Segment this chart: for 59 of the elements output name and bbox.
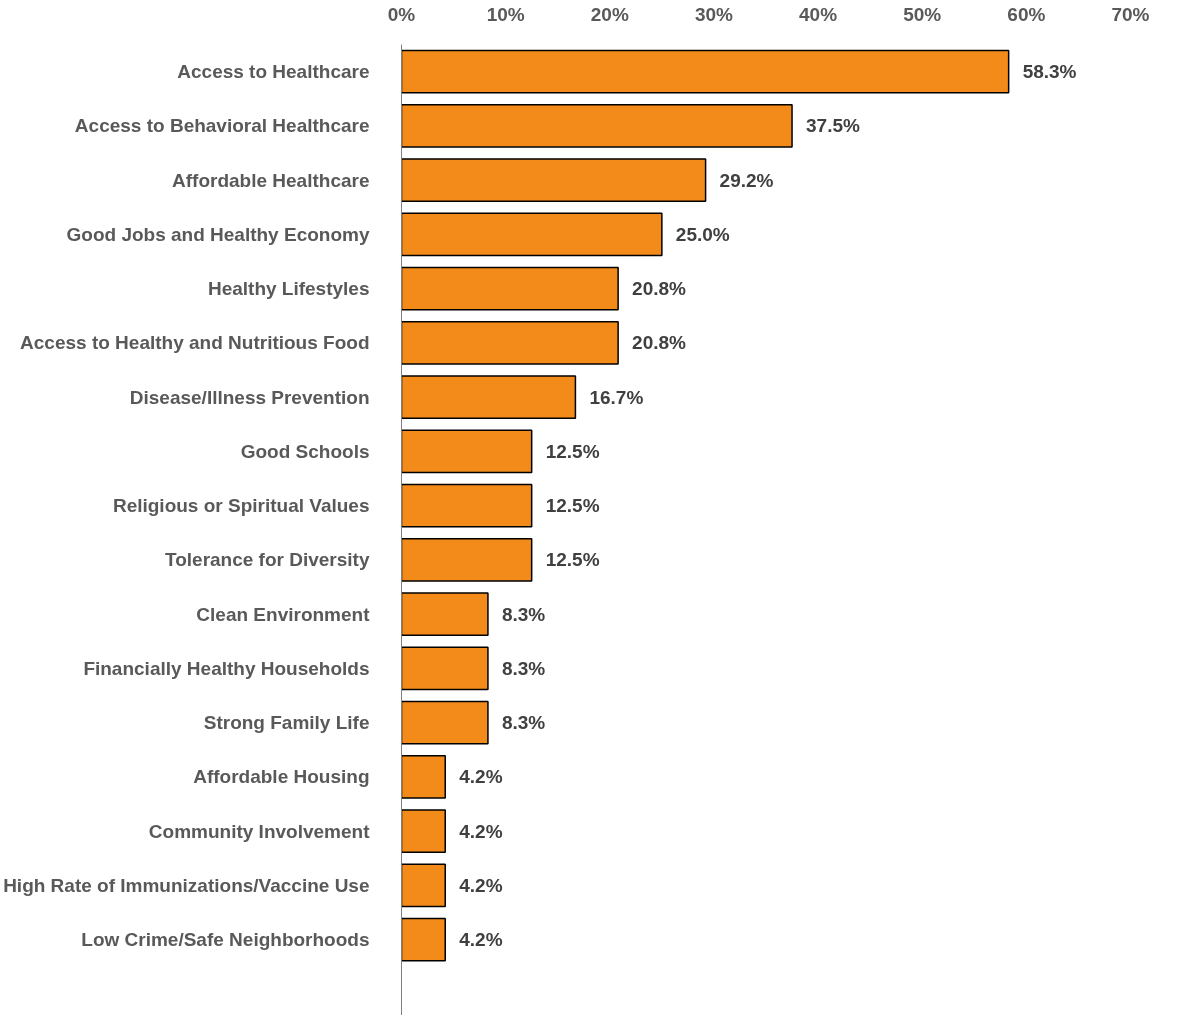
data-label: 4.2%	[459, 929, 503, 951]
x-tick-label: 60%	[1007, 3, 1046, 25]
bar	[401, 646, 489, 691]
y-tick-label: Disease/Illness Prevention	[129, 386, 370, 408]
y-tick-label: Affordable Healthcare	[172, 169, 370, 191]
bar	[401, 266, 619, 311]
bar	[401, 863, 446, 908]
x-tick-label: 10%	[486, 3, 525, 25]
data-label: 25.0%	[675, 223, 730, 245]
data-label: 58.3%	[1022, 61, 1077, 83]
bar	[401, 700, 489, 745]
data-label: 4.2%	[459, 820, 503, 842]
data-label: 20.8%	[632, 332, 687, 354]
data-label: 8.3%	[501, 603, 546, 625]
data-label: 8.3%	[501, 657, 546, 679]
bar	[401, 158, 707, 203]
x-tick-label: 0%	[387, 3, 416, 25]
x-tick-label: 70%	[1111, 3, 1150, 25]
x-tick-label: 40%	[799, 3, 838, 25]
bar	[401, 537, 533, 582]
data-label: 16.7%	[589, 386, 644, 408]
y-tick-label: Access to Healthy and Nutritious Food	[20, 332, 370, 354]
y-tick-label: Financially Healthy Households	[83, 657, 370, 679]
bar	[401, 592, 489, 636]
bar	[401, 212, 663, 257]
y-tick-label: Access to Behavioral Healthcare	[74, 115, 370, 137]
data-label: 12.5%	[545, 549, 600, 571]
y-tick-label: Clean Environment	[196, 603, 371, 625]
bar	[401, 429, 533, 474]
bar	[401, 754, 446, 799]
bar	[401, 809, 446, 853]
y-tick-label: Good Jobs and Healthy Economy	[66, 223, 370, 245]
bar	[401, 49, 1010, 94]
y-tick-label: Community Involvement	[148, 820, 371, 842]
data-label: 29.2%	[719, 169, 774, 191]
y-tick-label: Good Schools	[240, 440, 370, 462]
y-tick-label: Strong Family Life	[203, 712, 370, 734]
data-label: 4.2%	[459, 874, 503, 896]
bar	[401, 375, 577, 419]
y-tick-label: Affordable Housing	[193, 766, 370, 788]
y-tick-label: Access to Healthcare	[177, 61, 370, 83]
data-label: 20.8%	[632, 278, 687, 300]
bar	[401, 483, 533, 528]
data-label: 12.5%	[545, 440, 600, 462]
y-tick-label: Religious or Spiritual Values	[112, 495, 370, 517]
x-tick-label: 20%	[590, 3, 629, 25]
data-label: 4.2%	[459, 766, 503, 788]
data-label: 12.5%	[545, 495, 600, 517]
data-label: 37.5%	[806, 115, 861, 137]
bar	[401, 103, 793, 148]
bar	[401, 320, 619, 365]
y-tick-label: Tolerance for Diversity	[165, 549, 370, 571]
x-tick-label: 30%	[694, 3, 734, 25]
x-tick-label: 50%	[903, 3, 942, 25]
y-tick-label: Low Crime/Safe Neighborhoods	[81, 929, 370, 951]
bar	[401, 917, 446, 962]
data-label: 8.3%	[501, 712, 546, 734]
y-tick-label: Healthy Lifestyles	[207, 278, 370, 300]
y-tick-label: High Rate of Immunizations/Vaccine Use	[3, 874, 370, 896]
